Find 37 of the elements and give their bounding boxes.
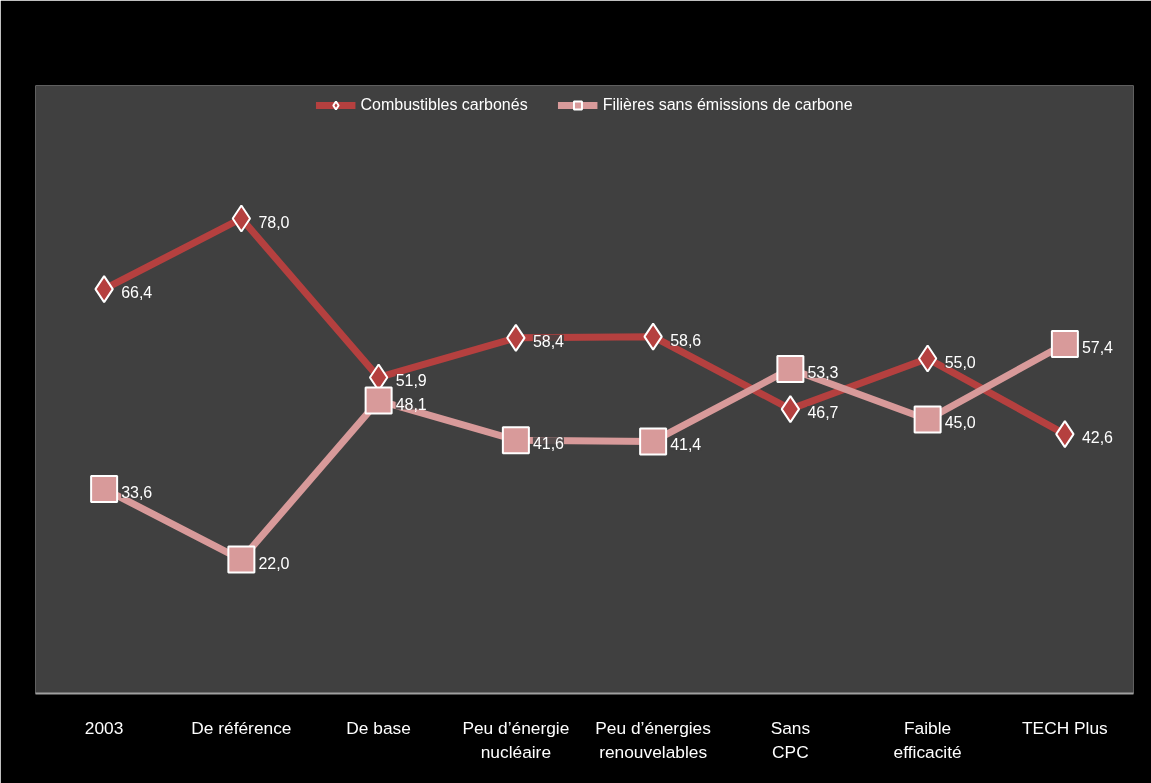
data-label: 55,0 — [944, 353, 976, 371]
data-label: 33,6 — [121, 483, 153, 501]
data-label: 42,6 — [1081, 429, 1114, 447]
point — [90, 474, 119, 503]
point — [917, 344, 938, 373]
data-label: 66,4 — [121, 284, 153, 302]
x-tick-label: Faible efficacité — [893, 717, 962, 762]
data-label: 53,3 — [807, 363, 839, 381]
data-label: 57,4 — [1081, 338, 1114, 356]
point — [227, 545, 256, 574]
x-tick-label: TECH Plus — [1022, 717, 1109, 738]
point — [1050, 329, 1079, 358]
data-label: 78,0 — [258, 213, 290, 231]
data-label: 41,4 — [670, 436, 702, 454]
point — [639, 427, 668, 456]
point — [776, 354, 805, 383]
x-tick-label: De référence — [191, 717, 292, 738]
point — [231, 204, 252, 233]
x-tick-label: De base — [346, 717, 411, 738]
data-label: 46,7 — [807, 404, 839, 422]
data-label: 22,0 — [258, 554, 290, 572]
data-label: 58,4 — [532, 332, 565, 350]
data-label: 48,1 — [395, 395, 427, 413]
x-tick-label: Sans CPC — [770, 717, 811, 762]
x-tick-label: Peu d’énergies renouvelables — [595, 717, 712, 762]
point — [364, 386, 393, 415]
point — [501, 426, 530, 455]
point — [780, 395, 801, 424]
data-label: 45,0 — [944, 414, 976, 432]
x-tick-label: Peu d’énergie nucléaire — [462, 717, 570, 762]
point — [913, 405, 942, 434]
legend-label: Combustibles carbonés — [360, 96, 528, 114]
x-tick-label: 2003 — [84, 717, 124, 738]
legend-label: Filières sans émissions de carbone — [602, 96, 853, 114]
data-label: 58,6 — [670, 331, 702, 349]
data-label: 41,6 — [532, 435, 565, 453]
data-label: 51,9 — [395, 372, 427, 390]
